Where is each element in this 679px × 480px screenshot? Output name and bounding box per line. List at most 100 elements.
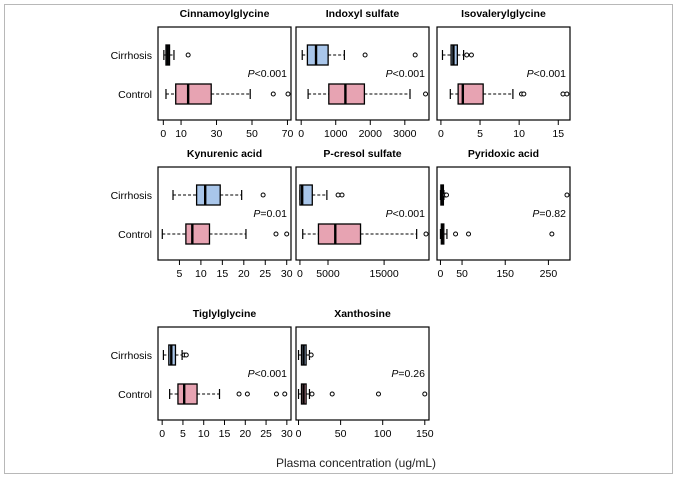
x-tick-label: 25 [260,428,272,440]
panel-title: Xanthosine [334,308,391,320]
panel-cinnamoylglycine: Cinnamoylglycine 0 10 30 50 70 Cirrhosis Contro… [111,8,294,140]
x-tick-label: 30 [211,128,223,140]
panel-frame [157,166,292,261]
x-tick-label: 70 [282,128,294,140]
x-tick-label: 10 [195,268,207,280]
outlier-point [362,52,368,58]
outlier-point [270,91,276,97]
boxplot-cirrhosis [301,44,418,66]
outlier-point [560,91,566,97]
x-tick-label: 0 [296,428,302,440]
outlier-point [273,231,279,237]
p-value-label: P=0.01 [253,208,287,220]
group-label-control: Control [118,229,152,241]
outlier-point [521,91,527,97]
outlier-point [284,231,290,237]
outlier-point [183,352,189,358]
outlier-point [308,352,314,358]
outlier-point [335,192,341,198]
x-tick-label: 0 [438,268,444,280]
x-tick-label: 0 [438,128,444,140]
boxplot-cirrhosis [297,344,314,366]
outlier-point [453,231,459,237]
x-tick-label: 100 [374,428,392,440]
outlier-point [423,91,429,97]
group-label-cirrhosis: Cirrhosis [111,190,152,202]
p-value-label: P<0.001 [248,68,288,80]
boxplot-control [297,383,428,405]
x-tick-label: 3000 [393,128,417,140]
outlier-point [285,91,291,97]
boxplot-control [165,83,291,105]
iqr-box [328,83,366,105]
panel-pyridoxic-acid: Pyridoxic acid 0 50 150 250 P=0.82 [436,148,571,280]
boxplot-cirrhosis [162,344,189,366]
panel-xanthosine: Xanthosine 0 50 100 150 P=0.26 [295,308,434,440]
outlier-point [260,192,266,198]
x-tick-label: 0 [297,268,303,280]
x-tick-label: 10 [198,428,210,440]
panel-title: Indoxyl sulfate [326,8,400,20]
boxplot-control [307,83,429,105]
outlier-point [564,91,570,97]
x-tick-label: 150 [496,268,514,280]
boxplot-control [161,223,290,245]
outlier-point [564,192,570,198]
panel-frame [436,26,571,121]
x-tick-label: 30 [281,428,293,440]
x-tick-label: 5000 [316,268,340,280]
group-label-cirrhosis: Cirrhosis [111,350,152,362]
outlier-point [466,231,472,237]
p-value-label: P<0.001 [527,68,567,80]
x-tick-label: 30 [281,268,293,280]
boxplot-cirrhosis [172,184,266,206]
outlier-point [444,192,449,198]
p-value-label: P=0.26 [391,368,425,380]
panel-title: Pyridoxic acid [468,148,539,160]
x-axis-title: Plasma concentration (ug/mL) [276,456,436,470]
x-tick-label: 50 [335,428,347,440]
outlier-point [375,391,381,397]
iqr-box [175,83,212,105]
panel-indoxyl-sulfate: Indoxyl sulfate 0 1000 2000 3000 P<0.001 [295,8,430,140]
outlier-point [282,391,288,397]
outlier-point [273,391,279,397]
iqr-box [195,184,221,206]
panel-title: P-cresol sulfate [323,148,401,160]
iqr-box [177,383,198,405]
outlier-point [549,231,555,237]
x-tick-label: 25 [259,268,271,280]
boxplot-cirrhosis [441,44,474,66]
x-tick-label: 2000 [359,128,383,140]
boxplot-control [449,83,570,105]
boxplot-control [169,383,288,405]
outlier-point [329,391,335,397]
p-value-label: P=0.82 [532,208,566,220]
p-value-label: P<0.001 [248,368,288,380]
outlier-point [236,391,242,397]
panel-title: Tiglylglycine [193,308,257,320]
panel-frame [157,26,292,121]
outlier-point [185,52,191,58]
panel-tiglylglycine: Tiglylglycine 0 5 10 15 20 25 30 Cirrhosis Contro… [111,308,293,440]
x-tick-label: 5 [180,428,186,440]
boxplot-cirrhosis [439,184,570,206]
x-tick-label: 50 [246,128,258,140]
x-tick-label: 150 [416,428,434,440]
x-tick-label: 50 [456,268,468,280]
outlier-point [422,391,428,397]
outlier-point [309,391,315,397]
iqr-box [457,83,484,105]
x-tick-label: 15 [552,128,564,140]
boxplot-control [439,223,555,245]
group-label-control: Control [118,89,152,101]
x-tick-label: 0 [160,128,166,140]
boxplot-cirrhosis [299,184,345,206]
panel-title: Kynurenic acid [187,148,262,160]
figure-border [4,4,673,474]
panel-isovalerylglycine: Isovalerylglycine 0 5 10 15 P<0.001 [436,8,571,140]
x-tick-label: 250 [540,268,558,280]
